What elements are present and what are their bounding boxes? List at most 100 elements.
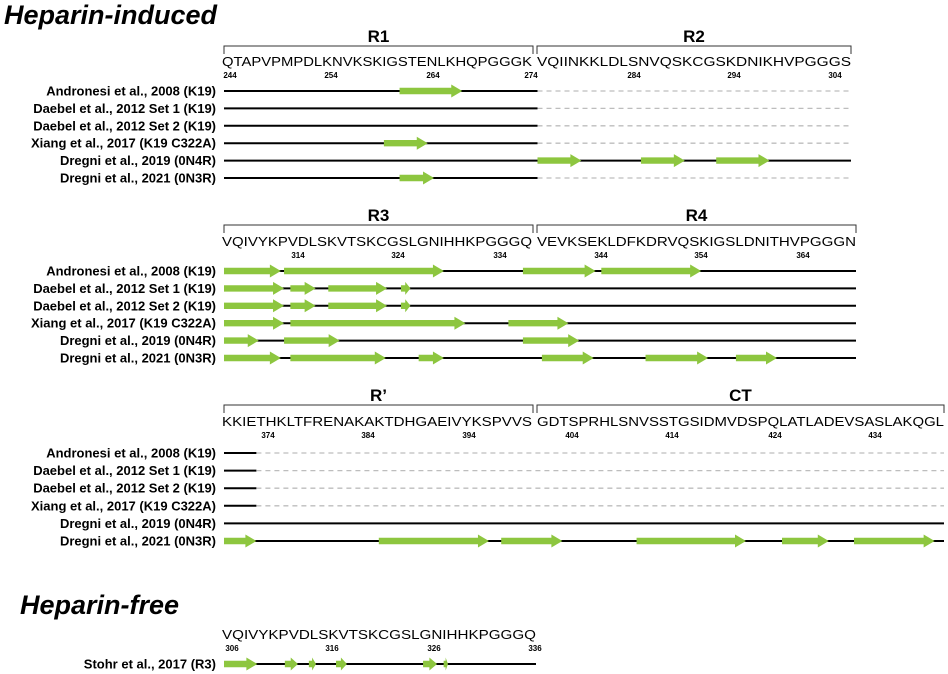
section-titles: Heparin-induced Heparin-free [4,0,218,620]
residue-number: 274 [524,71,538,80]
row-label: Daebel et al., 2012 Set 1 (K19) [33,463,216,478]
alignment-panels: R1 QTAPVPMPDLKNVKSKIGSTENLKHQPGGGK 244 254 2… [31,27,945,672]
alignment-row: Xiang et al., 2017 (K19 C322A) [31,498,944,513]
beta-strand-arrow [336,657,347,671]
beta-strand-arrow [399,171,435,185]
sequence-text: KKIETHKLTFRENAKAKTDHGAEIVYKSPVVS [222,414,532,429]
alignment-row: Dregni et al., 2021 (0N3R) [60,351,856,366]
beta-strand-arrow [601,264,702,278]
beta-strand-arrow [735,351,777,365]
beta-strand-arrow [418,351,444,365]
row-label: Dregni et al., 2019 (0N4R) [60,333,216,348]
beta-strand-arrow [640,154,685,168]
residue-number: 304 [828,71,842,80]
row-label: Xiang et al., 2017 (K19 C322A) [31,316,216,331]
residue-number: 344 [594,251,608,260]
beta-strand-arrow [501,534,563,548]
beta-strand-arrow [284,264,444,278]
residue-number: 354 [694,251,708,260]
beta-strand-arrow [328,281,388,295]
section-title: Heparin-induced [4,0,218,30]
alignment-row: Daebel et al., 2012 Set 2 (K19) [33,118,851,133]
row-label: Dregni et al., 2019 (0N4R) [60,516,216,531]
beta-strand-arrow [284,657,298,671]
alignment-row: Andronesi et al., 2008 (K19) [46,84,851,99]
residue-number: 374 [261,431,275,440]
beta-strand-arrow [383,136,428,150]
beta-strand-arrow [224,351,281,365]
region-bracket [536,45,852,54]
row-label: Dregni et al., 2021 (0N3R) [60,171,216,186]
row-label: Dregni et al., 2021 (0N3R) [60,534,216,549]
beta-strand-arrow [224,316,285,330]
residue-number: 364 [796,251,810,260]
residue-number: 314 [291,251,305,260]
residue-number: 414 [665,431,679,440]
alignment-row: Andronesi et al., 2008 (K19) [46,264,856,279]
region-label: R’ [370,386,387,405]
row-label: Daebel et al., 2012 Set 1 (K19) [33,281,216,296]
beta-strand-arrow [290,281,316,295]
alignment-row: Daebel et al., 2012 Set 1 (K19) [33,281,856,296]
sequence-text: VQIVYKPVDLSKVTSKCGSLGNIHHKPGGGQ [222,627,536,642]
beta-strand-arrow [378,534,489,548]
beta-strand-arrow [328,299,388,313]
residue-number: 334 [493,251,507,260]
row-label: Daebel et al., 2012 Set 2 (K19) [33,481,216,496]
alignment-row: Dregni et al., 2019 (0N4R) [60,333,856,348]
alignment-row: Xiang et al., 2017 (K19 C322A) [31,136,851,151]
alignment-panel: R3 VQIVYKPVDLSKVTSKCGSLGNIHHKPGGGQ 314 324 3… [31,206,857,366]
row-label: Daebel et al., 2012 Set 1 (K19) [33,101,216,116]
residue-number: 394 [462,431,476,440]
beta-strand-arrow [224,299,285,313]
region-label: R2 [683,27,705,46]
region-bracket [223,404,534,413]
residue-number: 336 [528,644,542,653]
beta-strand-arrow [400,299,411,313]
row-label: Andronesi et al., 2008 (K19) [46,84,216,99]
alignment-row: Dregni et al., 2021 (0N3R) [60,534,944,549]
row-label: Daebel et al., 2012 Set 2 (K19) [33,118,216,133]
alignment-row: Daebel et al., 2012 Set 1 (K19) [33,101,851,116]
beta-strand-arrow [636,534,746,548]
beta-strand-arrow [716,154,770,168]
row-label: Xiang et al., 2017 (K19 C322A) [31,136,216,151]
beta-strand-arrow [854,534,935,548]
beta-strand-arrow [224,534,257,548]
region-bracket [223,224,534,233]
residue-number: 326 [427,644,441,653]
residue-number: 264 [426,71,440,80]
row-label: Dregni et al., 2021 (0N3R) [60,351,216,366]
beta-strand-arrow [284,334,340,348]
row-label: Andronesi et al., 2008 (K19) [46,264,216,279]
beta-strand-arrow [399,84,463,98]
alignment-panel: R’ KKIETHKLTFRENAKAKTDHGAEIVYKSPVVS 374 384… [31,386,945,549]
alignment-row: Dregni et al., 2019 (0N4R) [60,153,851,168]
sequence-text: VQIVYKPVDLSKVTSKCGSLGNIHHKPGGGQ [222,234,532,249]
residue-number: 384 [361,431,375,440]
beta-strand-arrow [522,264,596,278]
beta-strand-arrow [541,351,594,365]
beta-strand-arrow [400,281,411,295]
beta-strand-arrow [224,264,281,278]
sequence-text: GDTSPRHLSNVSSTGSIDMVDSPQLATLADEVSASLAKQG… [537,414,944,429]
region-label: CT [729,386,752,405]
beta-strand-arrow [645,351,709,365]
beta-strand-arrow [290,351,386,365]
beta-strand-arrow [537,154,582,168]
residue-number: 244 [223,71,237,80]
alignment-row: Daebel et al., 2012 Set 2 (K19) [33,298,856,313]
region-bracket [223,45,534,54]
sequence-text: VQIINKKLDLSNVQSKCGSKDNIKHVPGGGS [537,54,851,69]
residue-number: 316 [325,644,339,653]
alignment-row: Dregni et al., 2021 (0N3R) [60,171,851,186]
beta-strand-arrow [290,316,466,330]
region-label: R3 [368,206,390,225]
beta-strand-arrow [508,316,569,330]
sequence-text: QTAPVPMPDLKNVKSKIGSTENLKHQPGGGK [222,54,532,69]
residue-number: 324 [391,251,405,260]
alignment-row: Andronesi et al., 2008 (K19) [46,446,944,461]
beta-strand-arrow [224,334,259,348]
beta-strand-arrow [224,657,258,671]
